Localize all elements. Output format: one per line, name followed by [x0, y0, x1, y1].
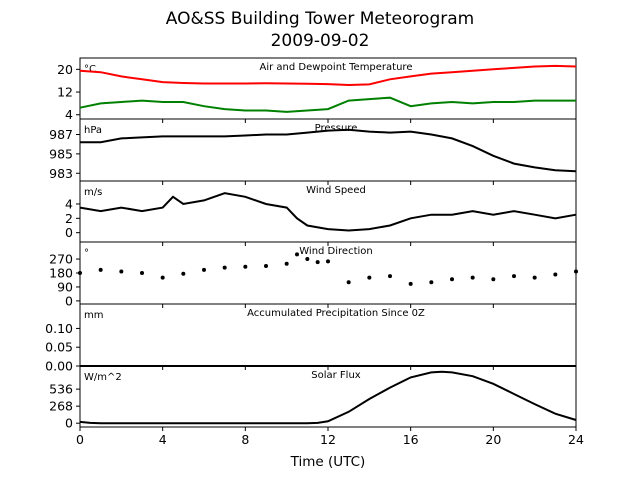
wind-direction-point	[305, 257, 310, 262]
wind-direction-point	[450, 277, 454, 282]
wind-direction-point	[264, 264, 268, 269]
wind-direction-point	[346, 280, 351, 285]
wind-direction-point	[119, 269, 124, 274]
x-tick-label: 8	[241, 432, 249, 447]
unit-label: °C	[84, 64, 96, 75]
panels-group: Air and Dewpoint Temperature°C41220Press…	[45, 57, 578, 431]
x-tick-label: 16	[403, 432, 419, 447]
x-axis: 0 4 8 12 16 20 24	[76, 432, 584, 447]
wind-direction-point	[160, 275, 165, 280]
wind-direction-point	[295, 252, 299, 257]
unit-label: °	[84, 248, 89, 259]
panel-4: Accumulated Precipitation Since 0Z mm 0.00…	[45, 303, 577, 374]
panel-2: Wind Speed m/s 024	[65, 180, 577, 246]
unit-label: W/m^2	[84, 372, 122, 383]
panel-title: Air and Dewpoint Temperature	[260, 62, 413, 73]
wind-direction-point	[222, 265, 227, 270]
x-tick-label: 0	[76, 432, 84, 447]
wind-direction-point	[470, 275, 475, 280]
series-line	[79, 96, 576, 113]
wind-direction-point	[429, 280, 434, 285]
y-tick-label: 270	[49, 252, 73, 267]
x-tick-label: 24	[568, 432, 584, 447]
panel-title: Wind Direction	[299, 246, 373, 257]
y-tick-label: 20	[57, 62, 73, 77]
y-tick-label: 0	[65, 416, 73, 431]
wind-direction-point	[315, 260, 320, 265]
wind-direction-point	[574, 269, 578, 274]
y-tick-label: 2	[65, 211, 73, 226]
x-tick-label: 12	[320, 432, 336, 447]
panel-title: Solar Flux	[311, 370, 361, 381]
panel-title: Wind Speed	[306, 185, 366, 196]
wind-direction-point	[408, 281, 413, 286]
wind-direction-point	[512, 274, 516, 279]
unit-label: hPa	[84, 125, 102, 136]
y-tick-label: 985	[49, 146, 73, 161]
wind-direction-point	[491, 277, 496, 282]
wind-direction-point	[78, 271, 82, 275]
y-tick-label: 12	[57, 85, 73, 100]
y-tick-label: 0.10	[45, 321, 73, 336]
panel-title: Pressure	[315, 123, 358, 134]
y-tick-label: 0	[65, 225, 73, 240]
y-tick-label: 536	[49, 382, 73, 397]
y-tick-label: 0.05	[45, 340, 73, 355]
series-line	[79, 192, 577, 232]
wind-direction-point	[202, 267, 206, 272]
y-tick-label: 90	[57, 279, 73, 294]
wind-direction-point	[388, 274, 392, 279]
unit-label: mm	[84, 310, 103, 321]
x-axis-label: Time (UTC)	[290, 454, 366, 470]
series-line	[79, 64, 577, 87]
y-tick-label: 983	[49, 166, 73, 181]
panel-title: Accumulated Precipitation Since 0Z	[247, 308, 425, 319]
y-tick-label: 987	[49, 127, 73, 142]
y-tick-label: 0	[65, 293, 73, 308]
y-tick-label: 0.00	[45, 359, 73, 374]
wind-direction-point	[367, 275, 372, 280]
wind-direction-point	[532, 275, 537, 280]
panel-5: Solar Flux W/m^2 0 268 536	[49, 365, 577, 431]
y-tick-label: 4	[65, 107, 73, 122]
y-tick-label: 4	[65, 196, 73, 211]
wind-direction-point	[284, 261, 289, 266]
unit-label: m/s	[84, 187, 102, 198]
wind-direction-point	[181, 271, 186, 276]
figure-title-line2: 2009-09-02	[271, 31, 370, 51]
wind-direction-point	[553, 272, 558, 277]
wind-direction-point	[243, 264, 248, 269]
series-line	[80, 128, 577, 173]
y-tick-label: 268	[49, 399, 73, 414]
wind-direction-point	[98, 267, 103, 272]
wind-direction-point	[140, 271, 144, 275]
y-tick-label: 180	[49, 266, 73, 281]
x-tick-label: 4	[159, 432, 167, 447]
series-line	[79, 370, 577, 425]
figure-title-line1: AO&SS Building Tower Meteorogram	[166, 9, 474, 29]
x-tick-label: 20	[485, 432, 501, 447]
panel-0: Air and Dewpoint Temperature °C 4 12 20	[57, 57, 577, 123]
panel-1: Pressure hPa 983 985 987	[49, 118, 577, 185]
wind-direction-point	[326, 259, 330, 264]
